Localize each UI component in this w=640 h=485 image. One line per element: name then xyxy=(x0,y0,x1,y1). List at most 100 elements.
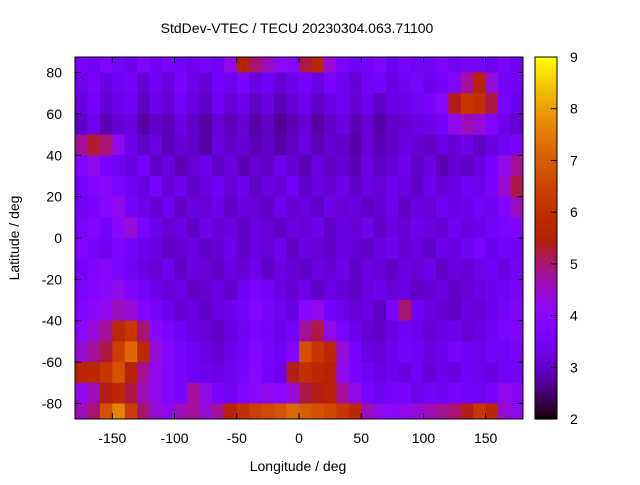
heatmap-cell xyxy=(348,93,362,115)
colorbar-segment xyxy=(535,286,557,290)
heatmap-cell xyxy=(124,93,138,115)
heatmap-cell xyxy=(448,382,462,404)
heatmap-cell xyxy=(323,258,337,280)
colorbar-segment xyxy=(535,268,557,272)
heatmap-cell xyxy=(137,196,151,218)
heatmap-cell xyxy=(386,300,400,322)
heatmap-cell xyxy=(187,196,200,218)
heatmap-cell xyxy=(348,134,362,156)
colorbar-segment xyxy=(535,231,557,236)
colorbar-segment xyxy=(535,373,557,378)
heatmap-cell xyxy=(373,196,387,218)
heatmap-cell xyxy=(311,258,325,280)
heatmap-cell xyxy=(398,320,412,342)
heatmap-cell xyxy=(286,113,300,136)
heatmap-cell xyxy=(149,258,163,280)
heatmap-cell xyxy=(137,217,151,239)
heatmap-cell xyxy=(311,382,325,404)
heatmap-cell xyxy=(485,175,499,198)
heatmap-cell xyxy=(286,382,300,404)
colorbar-segment xyxy=(535,364,557,369)
heatmap-cell xyxy=(162,403,176,420)
heatmap-cell xyxy=(448,134,462,156)
heatmap-cell xyxy=(236,113,250,136)
heatmap-cell xyxy=(299,134,312,156)
heatmap-cell xyxy=(162,72,176,94)
heatmap-cell xyxy=(448,300,462,322)
heatmap-cell xyxy=(498,72,512,94)
heatmap-cell xyxy=(261,279,275,301)
heatmap-cell xyxy=(386,320,400,342)
heatmap-cell xyxy=(75,72,88,94)
heatmap-cell xyxy=(162,155,176,177)
heatmap-cell xyxy=(510,362,524,384)
colorbar-segment xyxy=(535,415,557,420)
colorbar-segment xyxy=(535,105,557,109)
heatmap-cell xyxy=(411,320,424,342)
heatmap-cell xyxy=(423,196,437,218)
colorbar-segment xyxy=(535,409,557,414)
heatmap-cell xyxy=(187,300,200,322)
heatmap-cell xyxy=(236,320,250,342)
heatmap-cell xyxy=(348,341,362,363)
heatmap-cell xyxy=(224,341,238,363)
heatmap-cell xyxy=(137,175,151,198)
heatmap-cell xyxy=(162,93,176,115)
heatmap-cell xyxy=(311,134,325,156)
heatmap-cell xyxy=(423,382,437,404)
x-tick-label: 150 xyxy=(474,430,498,446)
heatmap-cell xyxy=(435,341,449,363)
colorbar-segment xyxy=(535,153,557,158)
heatmap-cell xyxy=(261,320,275,342)
heatmap-cell xyxy=(398,258,412,280)
heatmap-cell xyxy=(187,134,200,156)
colorbar-segment xyxy=(535,271,557,275)
colorbar-segment xyxy=(535,301,557,305)
heatmap-cell xyxy=(435,403,449,420)
heatmap-cell xyxy=(311,341,325,363)
heatmap-cell xyxy=(398,341,412,363)
heatmap-cell xyxy=(411,258,424,280)
heatmap-cell xyxy=(336,93,350,115)
colorbar-segment xyxy=(535,216,557,221)
colorbar-segment xyxy=(535,57,557,61)
heatmap-cell xyxy=(473,362,487,384)
heatmap-cell xyxy=(174,238,188,260)
colorbar-segment xyxy=(535,111,557,115)
heatmap-cell xyxy=(498,93,512,115)
heatmap-cell xyxy=(286,93,300,115)
heatmap-cell xyxy=(87,300,101,322)
colorbar-segment xyxy=(535,394,557,399)
heatmap-cell xyxy=(249,93,263,115)
heatmap-cell xyxy=(323,320,337,342)
heatmap-cell xyxy=(261,300,275,322)
heatmap-cell xyxy=(249,362,263,384)
heatmap-cell xyxy=(510,57,524,74)
heatmap-cell xyxy=(448,93,462,115)
colorbar-segment xyxy=(535,192,557,197)
heatmap-cell xyxy=(75,93,88,115)
heatmap-cell xyxy=(87,382,101,404)
colorbar-segment xyxy=(535,84,557,88)
heatmap-cell xyxy=(286,217,300,239)
heatmap-cell xyxy=(124,341,138,363)
heatmap-cell xyxy=(137,403,151,420)
colorbar-segment xyxy=(535,334,557,339)
heatmap-cell xyxy=(411,382,424,404)
heatmap-cell xyxy=(448,341,462,363)
heatmap-cell xyxy=(224,382,238,404)
heatmap-cell xyxy=(411,175,424,198)
heatmap-cell xyxy=(75,300,88,322)
colorbar-segment xyxy=(535,228,557,233)
heatmap-cell xyxy=(448,196,462,218)
heatmap-cell xyxy=(323,217,337,239)
heatmap-cell xyxy=(336,238,350,260)
colorbar-segment xyxy=(535,253,557,257)
heatmap-cell xyxy=(473,403,487,420)
heatmap-cell xyxy=(286,134,300,156)
colorbar-segment xyxy=(535,328,557,333)
heatmap-cell xyxy=(336,403,350,420)
heatmap-cell xyxy=(460,217,474,239)
heatmap-cell xyxy=(137,134,151,156)
heatmap-cell xyxy=(348,279,362,301)
